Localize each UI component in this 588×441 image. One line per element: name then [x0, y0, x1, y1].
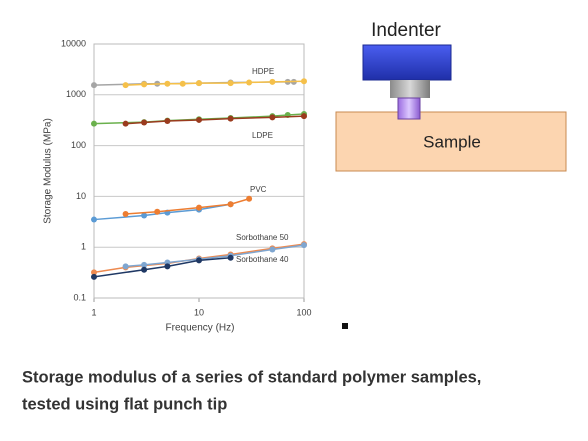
data-point: [301, 242, 307, 249]
data-point: [179, 80, 186, 87]
data-point: [154, 208, 161, 215]
data-point: [246, 79, 253, 86]
data-point: [164, 263, 171, 270]
data-point: [91, 82, 97, 89]
data-point: [301, 78, 307, 85]
annotation: PVC: [250, 185, 267, 194]
indenter-stem: [390, 80, 430, 98]
data-point: [227, 80, 234, 87]
sample-label: Sample: [423, 132, 481, 151]
annotation: LDPE: [252, 131, 273, 140]
data-point: [196, 116, 202, 123]
x-axis-label: Frequency (Hz): [166, 323, 235, 334]
marker-square: [342, 323, 348, 329]
data-point: [269, 78, 276, 85]
data-point: [122, 211, 129, 218]
data-point: [91, 120, 97, 127]
data-point: [122, 82, 129, 89]
data-point: [301, 113, 307, 120]
data-point: [196, 204, 202, 211]
data-point: [269, 114, 276, 121]
indenter-label: Indenter: [371, 20, 441, 41]
y-tick-label: 0.1: [73, 292, 86, 302]
x-tick-label: 100: [296, 307, 311, 317]
data-point: [91, 269, 97, 276]
data-point: [141, 81, 148, 88]
annotation: Sorbothane 40: [236, 255, 289, 264]
data-point: [164, 80, 171, 87]
y-tick-label: 1000: [66, 89, 86, 99]
sample-block: [335, 111, 567, 172]
data-point: [141, 212, 148, 219]
caption-line: Storage modulus of a series of standard …: [22, 368, 481, 386]
data-point: [91, 216, 97, 223]
data-point: [227, 115, 234, 122]
data-point: [164, 117, 171, 124]
x-tick-label: 1: [91, 307, 96, 317]
caption-line: tested using flat punch tip: [22, 395, 227, 413]
y-tick-label: 1: [81, 242, 86, 252]
data-point: [269, 246, 276, 253]
indenter-head: [362, 44, 452, 81]
data-point: [141, 119, 148, 126]
data-point: [227, 201, 234, 208]
data-point: [122, 120, 129, 127]
y-tick-label: 10: [76, 191, 86, 201]
data-point: [196, 80, 202, 87]
x-tick-label: 10: [194, 307, 204, 317]
series-line: [125, 115, 305, 125]
data-point: [246, 195, 253, 202]
plot-frame: [93, 43, 305, 299]
y-axis-label: Storage Modulus (MPa): [43, 118, 54, 224]
data-point: [141, 266, 148, 273]
annotation: Sorbothane 50: [236, 233, 289, 242]
data-point: [227, 254, 234, 261]
annotation: HDPE: [252, 67, 274, 76]
indenter-tip: [397, 97, 421, 120]
data-point: [141, 261, 148, 268]
data-point: [196, 257, 202, 264]
data-point: [91, 273, 97, 280]
y-tick-label: 100: [71, 140, 86, 150]
series-line: [93, 256, 231, 278]
data-point: [122, 263, 129, 270]
y-tick-label: 10000: [61, 38, 86, 48]
